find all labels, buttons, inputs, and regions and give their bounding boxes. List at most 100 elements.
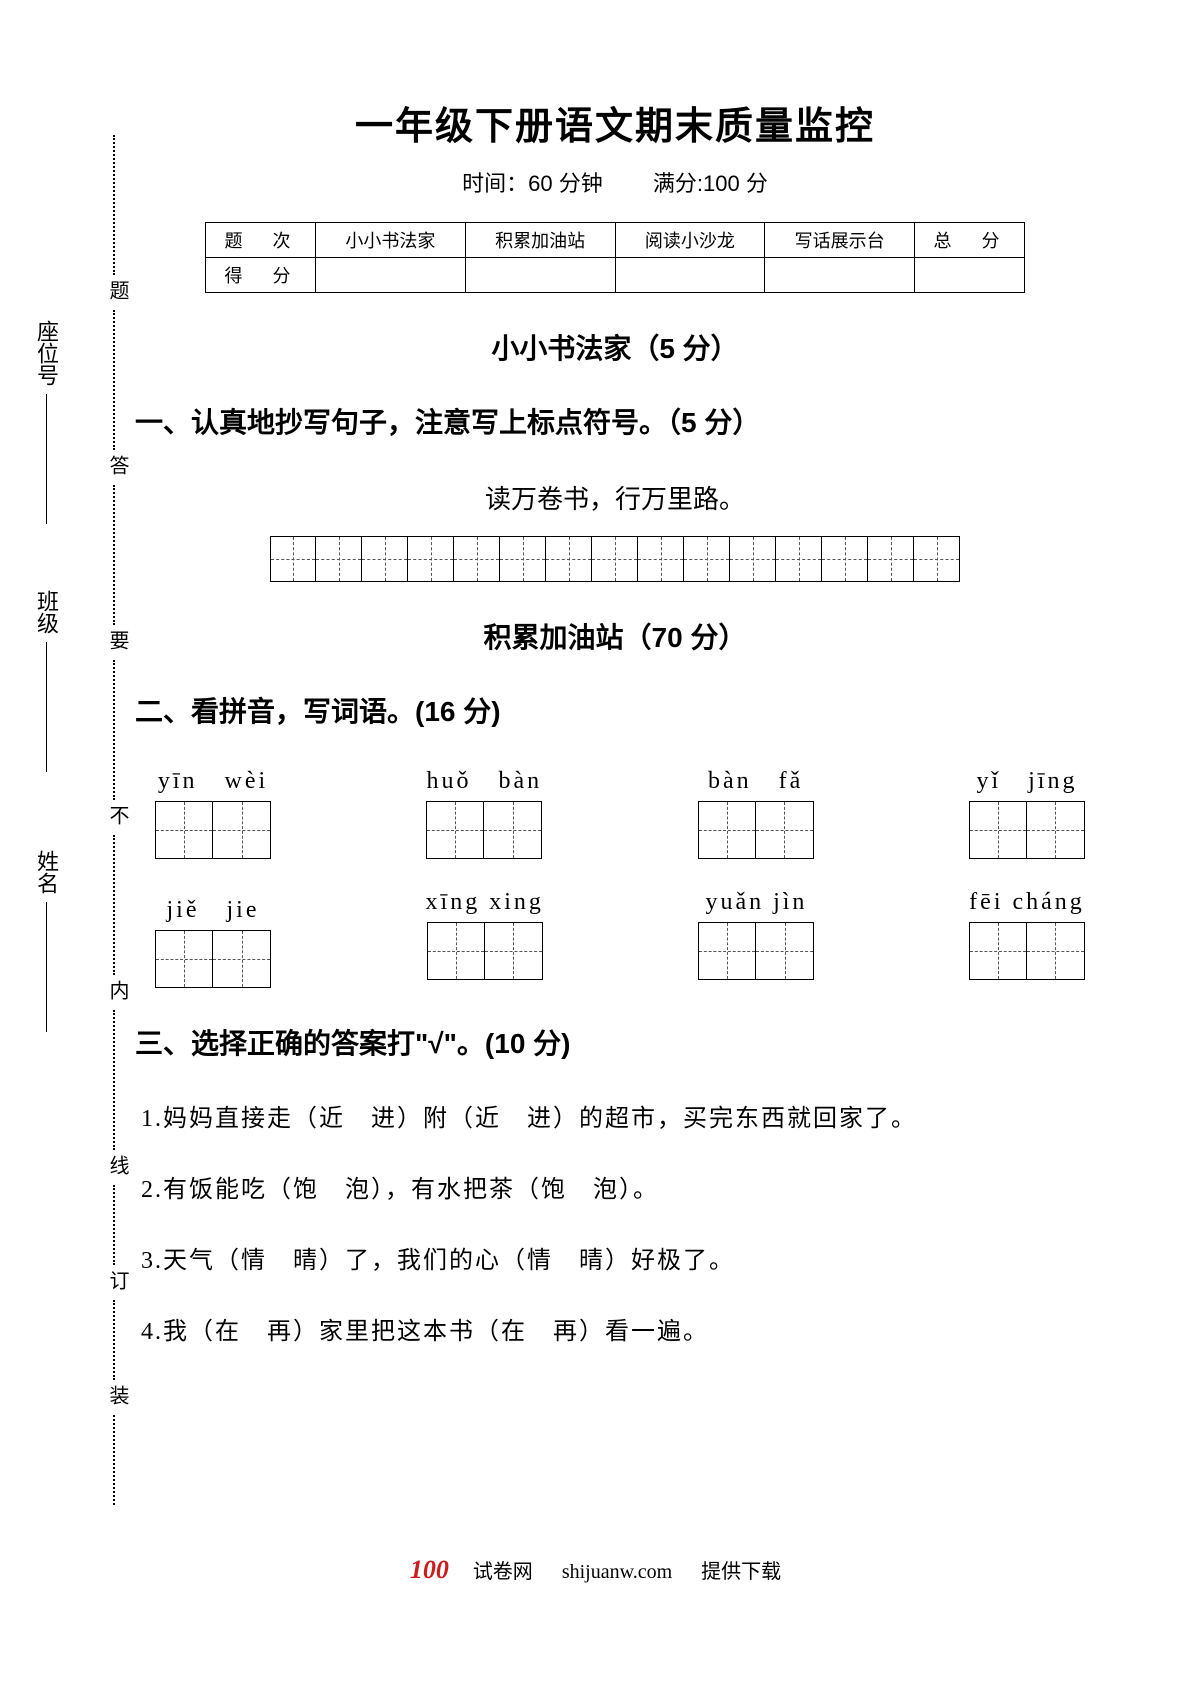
binding-label-seat: 座位号 — [30, 320, 62, 386]
table-cell: 写话展示台 — [765, 223, 915, 258]
binding-char: 线 — [103, 1155, 132, 1175]
table-row: 题 次 小小书法家 积累加油站 阅读小沙龙 写话展示台 总 分 — [206, 223, 1025, 258]
question-line: 2.有饭能吃（饱 泡），有水把茶（饱 泡）。 — [135, 1169, 1095, 1204]
writing-cell[interactable] — [638, 536, 684, 582]
writing-cell[interactable] — [155, 930, 213, 988]
footer-logo: 100 — [410, 1555, 449, 1584]
table-cell[interactable] — [615, 258, 765, 293]
pinyin-label: jiě jie — [167, 889, 260, 924]
writing-cell[interactable] — [213, 801, 271, 859]
section-heading: 小小书法家（5 分） — [135, 327, 1095, 367]
question-heading: 二、看拼音，写词语。(16 分) — [135, 690, 1095, 730]
binding-underline — [46, 394, 47, 524]
pinyin-row: jiě jie xīng xing yuǎn jìn fēi cháng — [135, 889, 1095, 988]
binding-underline — [46, 902, 47, 1032]
pinyin-label: yǐ jīng — [976, 760, 1077, 795]
pinyin-grid[interactable] — [698, 922, 814, 980]
writing-cell[interactable] — [270, 536, 316, 582]
pinyin-grid[interactable] — [427, 922, 543, 980]
pinyin-row: yīn wèi huǒ bàn bàn fǎ yǐ jīng — [135, 760, 1095, 859]
table-cell[interactable] — [765, 258, 915, 293]
writing-cell[interactable] — [485, 922, 543, 980]
binding-char: 订 — [103, 1270, 132, 1290]
table-cell: 得 分 — [206, 258, 316, 293]
binding-label-name: 姓名 — [30, 850, 62, 894]
writing-cell[interactable] — [914, 536, 960, 582]
copy-sentence: 读万卷书，行万里路。 — [135, 479, 1095, 516]
writing-cell[interactable] — [1027, 922, 1085, 980]
writing-cell[interactable] — [756, 801, 814, 859]
footer: 100试卷网 shijuanw.com 提供下载 — [0, 1555, 1191, 1684]
fullmark-label: 满分:100 分 — [653, 171, 768, 196]
writing-cell[interactable] — [868, 536, 914, 582]
writing-cell[interactable] — [500, 536, 546, 582]
table-cell[interactable] — [915, 258, 1025, 293]
footer-cn: 试卷网 — [473, 1561, 533, 1583]
writing-cell[interactable] — [155, 801, 213, 859]
pinyin-grid[interactable] — [155, 801, 271, 859]
writing-cell[interactable] — [484, 801, 542, 859]
writing-cell[interactable] — [362, 536, 408, 582]
writing-cell[interactable] — [546, 536, 592, 582]
binding-char: 要 — [103, 630, 132, 650]
section-heading: 积累加油站（70 分） — [135, 616, 1095, 656]
pinyin-label: yuǎn jìn — [705, 889, 807, 916]
table-cell: 积累加油站 — [465, 223, 615, 258]
writing-cell[interactable] — [316, 536, 362, 582]
pinyin-block: jiě jie — [155, 889, 271, 988]
pinyin-block: bàn fǎ — [698, 760, 814, 859]
pinyin-grid[interactable] — [426, 801, 542, 859]
writing-cell[interactable] — [730, 536, 776, 582]
question-heading: 三、选择正确的答案打"√"。(10 分) — [135, 1022, 1095, 1062]
table-row: 得 分 — [206, 258, 1025, 293]
page-subtitle: 时间：60 分钟 满分:100 分 — [135, 166, 1095, 198]
footer-dl: 提供下载 — [701, 1561, 781, 1583]
writing-cell[interactable] — [454, 536, 500, 582]
writing-cell[interactable] — [427, 922, 485, 980]
table-cell: 总 分 — [915, 223, 1025, 258]
writing-cell[interactable] — [698, 922, 756, 980]
pinyin-block: xīng xing — [426, 889, 544, 988]
pinyin-label: huǒ bàn — [427, 760, 543, 795]
writing-grid[interactable] — [270, 536, 960, 582]
score-table: 题 次 小小书法家 积累加油站 阅读小沙龙 写话展示台 总 分 得 分 — [205, 222, 1025, 293]
table-cell: 小小书法家 — [316, 223, 466, 258]
binding-char: 题 — [103, 280, 132, 300]
question-heading: 一、认真地抄写句子，注意写上标点符号。（5 分） — [135, 401, 1095, 441]
pinyin-block: yīn wèi — [155, 760, 271, 859]
question-line: 1.妈妈直接走（近 进）附（近 进）的超市，买完东西就回家了。 — [135, 1098, 1095, 1133]
pinyin-grid[interactable] — [969, 801, 1085, 859]
writing-cell[interactable] — [969, 801, 1027, 859]
table-cell: 题 次 — [206, 223, 316, 258]
table-cell[interactable] — [465, 258, 615, 293]
writing-cell[interactable] — [213, 930, 271, 988]
pinyin-block: yǐ jīng — [969, 760, 1085, 859]
table-cell[interactable] — [316, 258, 466, 293]
binding-label-class: 班级 — [30, 590, 62, 634]
writing-cell[interactable] — [1027, 801, 1085, 859]
writing-cell[interactable] — [756, 922, 814, 980]
pinyin-grid[interactable] — [155, 930, 271, 988]
writing-cell[interactable] — [698, 801, 756, 859]
binding-char: 不 — [103, 805, 132, 825]
writing-cell[interactable] — [822, 536, 868, 582]
binding-underline — [46, 642, 47, 772]
pinyin-block: yuǎn jìn — [698, 889, 814, 988]
page-title: 一年级下册语文期末质量监控 — [135, 95, 1095, 150]
writing-cell[interactable] — [592, 536, 638, 582]
writing-cell[interactable] — [776, 536, 822, 582]
pinyin-grid[interactable] — [698, 801, 814, 859]
binding-char: 答 — [103, 455, 132, 475]
binding-char: 装 — [103, 1385, 132, 1405]
pinyin-label: xīng xing — [426, 889, 544, 916]
pinyin-label: yīn wèi — [158, 760, 268, 795]
writing-cell[interactable] — [969, 922, 1027, 980]
writing-cell[interactable] — [684, 536, 730, 582]
pinyin-block: fēi cháng — [969, 889, 1085, 988]
writing-cell[interactable] — [426, 801, 484, 859]
binding-char: 内 — [103, 980, 132, 1000]
pinyin-grid[interactable] — [969, 922, 1085, 980]
time-label: 时间：60 分钟 — [462, 171, 603, 196]
writing-cell[interactable] — [408, 536, 454, 582]
question-line: 4.我（在 再）家里把这本书（在 再）看一遍。 — [135, 1311, 1095, 1346]
